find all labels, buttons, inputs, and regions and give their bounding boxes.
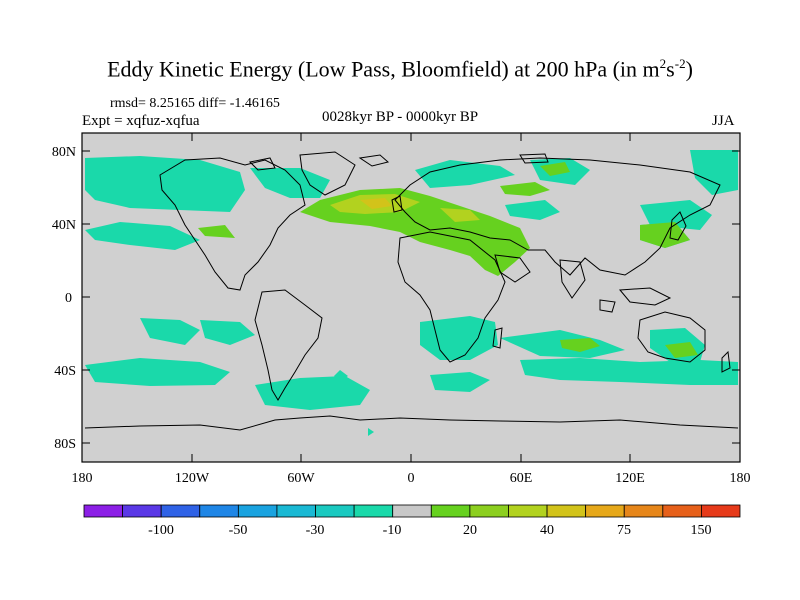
colorbar-swatch (701, 504, 741, 518)
lat-label: 40N (52, 218, 76, 233)
lat-label: 80N (52, 145, 76, 160)
stats-label: rmsd= 8.25165 diff= -1.46165 (110, 96, 280, 111)
lat-label: 0 (65, 291, 72, 306)
colorbar-swatch (392, 504, 432, 518)
colorbar-swatch (237, 504, 278, 518)
map-title: Eddy Kinetic Energy (Low Pass, Bloomfiel… (107, 56, 693, 82)
lon-label: 120E (615, 471, 645, 486)
lon-label: 0 (408, 471, 415, 486)
colorbar-label: -100 (148, 523, 174, 538)
colorbar-label: 75 (617, 523, 631, 538)
colorbar-labels: -100 -50 -30 -10 20 40 75 150 (148, 523, 711, 538)
negative-anomaly-regions (85, 150, 738, 436)
colorbar-swatch (430, 504, 471, 518)
colorbar-swatch (623, 504, 664, 518)
colorbar (83, 504, 741, 518)
colorbar-swatch (508, 504, 548, 518)
positive-max-regions (360, 198, 392, 209)
lon-axis (191, 133, 631, 462)
colorbar-swatch (546, 504, 587, 518)
colorbar-swatch (469, 504, 509, 518)
colorbar-swatch (83, 504, 123, 518)
colorbar-swatch (315, 504, 355, 518)
lat-label: 80S (54, 437, 76, 452)
colorbar-swatch (662, 504, 702, 518)
coastlines (84, 151, 739, 431)
colorbar-label: 150 (691, 523, 712, 538)
colorbar-swatch (122, 504, 162, 518)
period-label: 0028kyr BP - 0000kyr BP (322, 109, 479, 125)
colorbar-label: -50 (229, 523, 248, 538)
colorbar-swatch (276, 504, 316, 518)
colorbar-swatch (585, 504, 625, 518)
colorbar-swatch (160, 504, 201, 518)
colorbar-label: -10 (383, 523, 402, 538)
experiment-label: Expt = xqfuz-xqfua (82, 113, 200, 129)
lat-axis (82, 150, 740, 444)
colorbar-swatch (353, 504, 394, 518)
lat-label: 40S (54, 364, 76, 379)
colorbar-label: 40 (540, 523, 554, 538)
season-label: JJA (712, 113, 735, 129)
colorbar-label: -30 (306, 523, 325, 538)
lon-label: 120W (175, 471, 210, 486)
colorbar-swatch (199, 504, 239, 518)
lon-label: 60E (510, 471, 533, 486)
lon-label: 180 (730, 471, 751, 486)
lon-label: 180 (72, 471, 93, 486)
colorbar-label: 20 (463, 523, 477, 538)
lon-label: 60W (287, 471, 315, 486)
